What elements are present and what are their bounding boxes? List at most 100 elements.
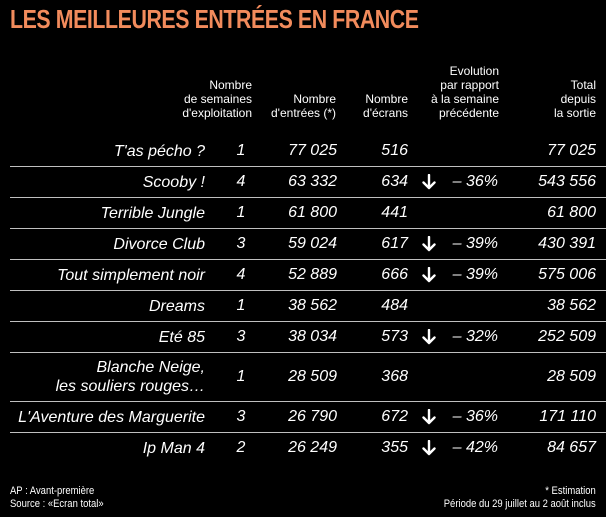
down-arrow-icon (420, 322, 438, 352)
evolution-percent: – 39% (452, 266, 498, 283)
screens-count: 441 (381, 204, 408, 221)
header-screens-line: d'écrans (363, 106, 408, 120)
page-title: LES MEILLEURES ENTRÉES EN FRANCE (10, 4, 419, 34)
screens-count: 516 (381, 142, 408, 159)
film-title: Divorce Club (113, 235, 205, 253)
footnote-right: * Estimation Période du 29 juillet au 2 … (444, 485, 596, 511)
header-weeks: Nombre de semaines d'exploitation (180, 54, 252, 120)
evolution-percent: – 36% (452, 408, 498, 425)
header-weeks-line: d'exploitation (182, 106, 252, 120)
film-title-line: Blanche Neige, (96, 359, 205, 376)
entries-count: 77 025 (288, 142, 337, 159)
weeks-count: 4 (236, 173, 246, 190)
evolution-percent (440, 353, 498, 401)
header-weeks-line: de semaines (183, 92, 252, 106)
entries-count: 38 034 (288, 328, 337, 345)
evolution-percent (440, 291, 498, 321)
table-row: Tout simplement noir 4 52 889 666 – 39% 575 0… (10, 260, 606, 291)
weeks-count: 1 (236, 204, 246, 221)
down-arrow-icon (420, 260, 438, 290)
entries-count: 61 800 (288, 204, 337, 221)
footnote-source: Source : «Ecran total» (10, 498, 104, 510)
screens-count: 484 (381, 297, 408, 314)
screens-count: 355 (381, 439, 408, 456)
entries-count: 59 024 (288, 235, 337, 252)
film-title: Ip Man 4 (142, 439, 205, 457)
total-since-release: 77 025 (547, 142, 596, 159)
header-total-line: la sortie (553, 106, 596, 120)
header-screens: Nombre d'écrans (348, 54, 408, 120)
header-evolution: Evolution par rapport à la semaine précé… (415, 54, 499, 120)
header-evolution-line: Evolution (449, 64, 499, 78)
header-total-line: Total (570, 78, 596, 92)
weeks-count: 3 (236, 235, 246, 252)
footnote-period: Période du 29 juillet au 2 août inclus (444, 498, 596, 510)
table-row: Dreams 1 38 562 484 38 562 (10, 291, 606, 322)
evolution-percent: – 36% (452, 173, 498, 190)
screens-count: 617 (381, 235, 408, 252)
evolution-percent: – 42% (452, 439, 498, 456)
weeks-count: 2 (236, 439, 246, 456)
evolution-percent (440, 198, 498, 228)
film-title: L'Aventure des Marguerite (18, 408, 205, 426)
film-title: Terrible Jungle (100, 204, 205, 222)
entries-count: 28 509 (288, 368, 337, 385)
weeks-count: 4 (236, 266, 246, 283)
header-total-line: depuis (560, 92, 596, 106)
table-row: Ip Man 4 2 26 249 355 – 42% 84 657 (10, 433, 606, 463)
screens-count: 672 (381, 408, 408, 425)
table-row: Terrible Jungle 1 61 800 441 61 800 (10, 198, 606, 229)
down-arrow-icon (420, 167, 438, 197)
box-office-table: T'as pécho ? 1 77 025 516 77 025 Scooby ! 4 63 … (10, 136, 606, 463)
film-title: Tout simplement noir (57, 266, 205, 284)
header-total: Total depuis la sortie (520, 54, 596, 120)
down-arrow-icon (420, 433, 438, 463)
evolution-percent (440, 136, 498, 166)
footnote-ap: AP : Avant-première (10, 485, 95, 497)
footnote-estimation: * Estimation (545, 485, 596, 497)
screens-count: 573 (381, 328, 408, 345)
header-entries-line: d'entrées (*) (271, 106, 336, 120)
entries-count: 26 249 (288, 439, 337, 456)
screens-count: 368 (381, 368, 408, 385)
total-since-release: 543 556 (538, 173, 596, 190)
screens-count: 634 (381, 173, 408, 190)
table-row: Divorce Club 3 59 024 617 – 39% 430 391 (10, 229, 606, 260)
total-since-release: 61 800 (547, 204, 596, 221)
total-since-release: 252 509 (538, 328, 596, 345)
total-since-release: 38 562 (547, 297, 596, 314)
header-evolution-line: à la semaine (430, 92, 499, 106)
total-since-release: 84 657 (547, 439, 596, 456)
weeks-count: 3 (236, 408, 246, 425)
table-row: Scooby ! 4 63 332 634 – 36% 543 556 (10, 167, 606, 198)
screens-count: 666 (381, 266, 408, 283)
film-title: Eté 85 (158, 328, 205, 346)
total-since-release: 575 006 (538, 266, 596, 283)
header-evolution-line: par rapport (440, 78, 499, 92)
total-since-release: 28 509 (547, 368, 596, 385)
header-evolution-line: précédente (438, 106, 499, 120)
film-title: Scooby ! (142, 173, 205, 191)
entries-count: 52 889 (288, 266, 337, 283)
evolution-percent: – 32% (452, 328, 498, 345)
weeks-count: 1 (236, 368, 246, 385)
footnote-left: AP : Avant-première Source : «Ecran tota… (10, 485, 104, 511)
header-weeks-line: Nombre (209, 78, 252, 92)
header-screens-line: Nombre (365, 92, 408, 106)
evolution-percent: – 39% (452, 235, 498, 252)
film-title-line: les souliers rouges… (55, 378, 205, 395)
table-row: Eté 85 3 38 034 573 – 32% 252 509 (10, 322, 606, 353)
film-title: Blanche Neige, les souliers rouges… (10, 353, 205, 401)
entries-count: 63 332 (288, 173, 337, 190)
total-since-release: 171 110 (539, 408, 596, 425)
header-entries: Nombre d'entrées (*) (268, 54, 336, 120)
total-since-release: 430 391 (538, 235, 596, 252)
weeks-count: 3 (236, 328, 246, 345)
weeks-count: 1 (236, 142, 246, 159)
down-arrow-icon (420, 402, 438, 432)
down-arrow-icon (420, 229, 438, 259)
header-entries-line: Nombre (293, 92, 336, 106)
table-row: L'Aventure des Marguerite 3 26 790 672 – 36%… (10, 402, 606, 433)
table-row: T'as pécho ? 1 77 025 516 77 025 (10, 136, 606, 167)
weeks-count: 1 (236, 297, 246, 314)
